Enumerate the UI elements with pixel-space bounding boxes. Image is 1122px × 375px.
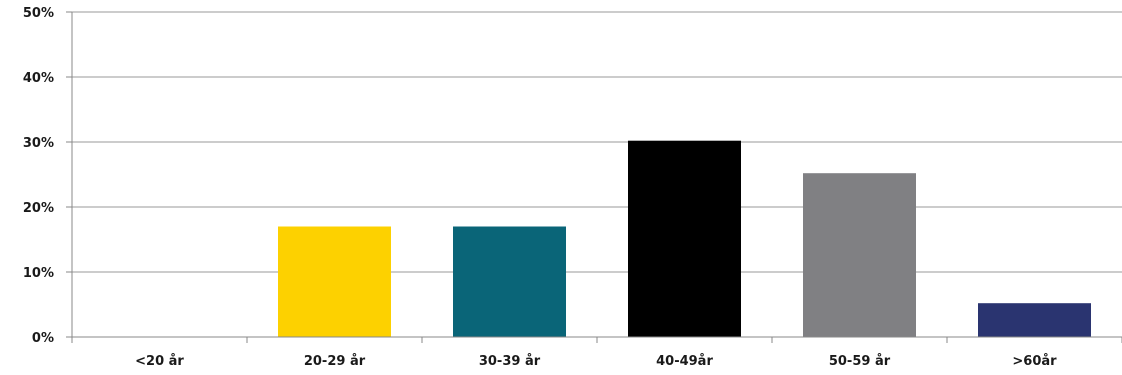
- x-tick-label: <20 år: [135, 354, 184, 369]
- x-tick-labels: <20 år 20-29 år 30-39 år 40-49år 50-59 år >60…: [135, 354, 1057, 369]
- bar-4: [803, 173, 916, 337]
- y-tick-label: 0%: [32, 331, 54, 346]
- bar-3: [628, 140, 741, 337]
- gridlines: [72, 11, 1122, 273]
- x-tick-label: 40-49år: [656, 354, 713, 369]
- axes: [66, 11, 1122, 343]
- y-tick-label: 40%: [23, 71, 54, 86]
- bar-2: [453, 226, 566, 337]
- y-tick-label: 10%: [23, 266, 54, 281]
- x-tick-label: 20-29 år: [304, 354, 366, 369]
- y-tick-labels: 0% 10% 20% 30% 40% 50%: [23, 6, 54, 346]
- bar-5: [978, 303, 1091, 337]
- bar-1: [278, 226, 391, 337]
- x-tick-label: >60år: [1012, 354, 1057, 369]
- y-tick-label: 20%: [23, 201, 54, 216]
- x-tick-label: 50-59 år: [829, 354, 891, 369]
- y-tick-label: 30%: [23, 136, 54, 151]
- y-tick-label: 50%: [23, 6, 54, 21]
- x-tick-label: 30-39 år: [479, 354, 541, 369]
- bars: [278, 140, 1091, 337]
